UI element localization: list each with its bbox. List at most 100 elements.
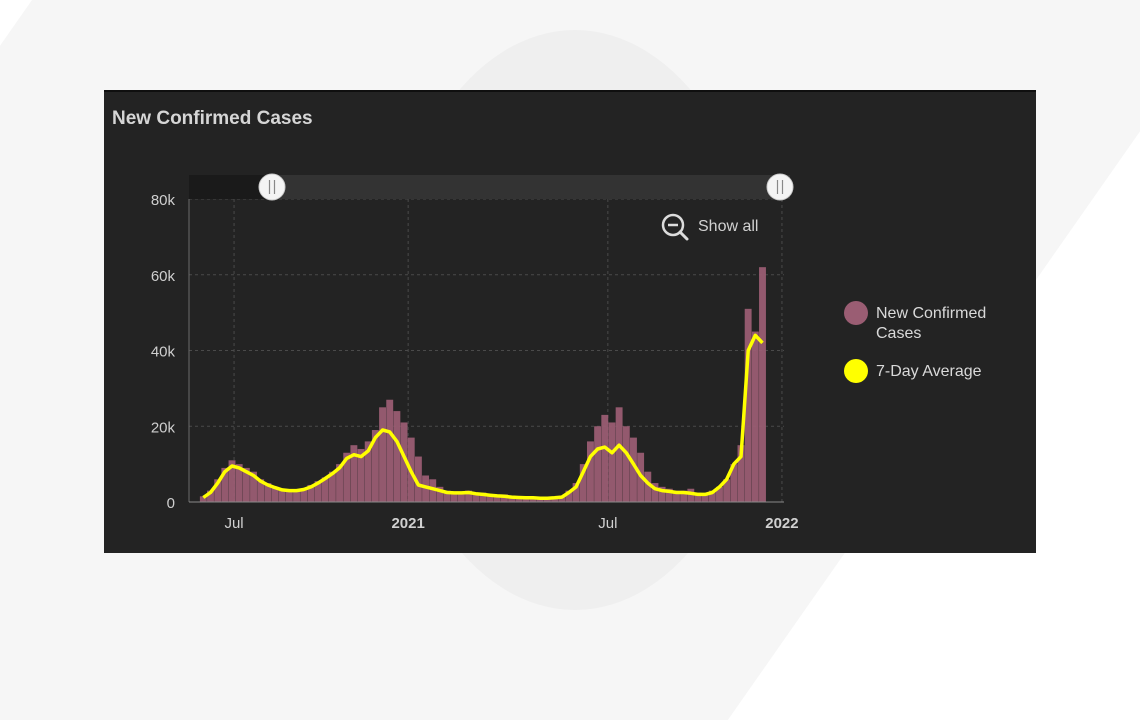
y-tick-label: 40k [151,344,176,361]
bar [257,479,265,502]
x-tick-label: Jul [598,515,617,532]
bar [716,486,723,502]
bar [436,486,444,502]
zoom-out-icon [661,213,689,241]
chart-title: New Confirmed Cases [112,108,313,129]
bar [486,494,494,502]
legend-item-new-cases[interactable]: New Confirmed Cases [844,301,1016,344]
bar [644,471,652,502]
bar [414,456,422,502]
bar [271,486,279,502]
legend-label-7day-average: 7-Day Average [876,363,982,380]
bar [680,490,688,502]
bar [529,497,537,502]
bar [443,490,451,502]
gridlines [189,198,784,503]
show-all-button[interactable]: Show all [660,212,758,242]
legend: New Confirmed Cases 7-Day Average [844,301,1016,401]
legend-label-new-cases: New Confirmed Cases [876,305,987,342]
scroller-handle [258,173,286,201]
scroller-outside [189,175,269,199]
scroller-handle [766,173,794,201]
bar [579,464,587,502]
bar [759,267,766,502]
bar [400,422,408,502]
y-tick-label: 0 [167,495,175,512]
bar [658,486,666,502]
bar [429,479,437,502]
bar [278,488,286,502]
bar [601,414,609,502]
bar [293,490,300,502]
bar [250,471,257,502]
bar [221,467,229,502]
bar [314,481,322,502]
bar [500,494,508,502]
bar [622,426,630,502]
y-tick-label: 20k [151,419,176,436]
bar [751,331,759,502]
bar [328,471,336,502]
bar [350,445,358,502]
bar [199,496,207,502]
bar [386,399,394,502]
bar [393,411,401,502]
bar [730,464,738,502]
bar [465,490,473,502]
bar [300,488,308,502]
bar [371,430,379,502]
legend-swatch-7day-average [844,359,868,383]
bar [422,475,430,502]
bar [457,492,465,502]
bar [450,492,458,502]
bar [307,484,315,502]
line-series [202,333,764,500]
bar [608,422,616,502]
bar [723,479,731,502]
bar [242,467,250,502]
bar [665,488,673,502]
bar [551,497,559,502]
bar-series [199,267,766,502]
bar [508,496,516,502]
bar [321,477,329,502]
bar [343,452,351,502]
axes: 0 20k 40k 60k 80k Jul 2021 Jul 2022 [151,192,799,532]
legend-item-7day-average[interactable]: 7-Day Average [844,359,1016,383]
bar [630,437,637,502]
x-tick-label: Jul [224,515,243,532]
bar [472,492,480,502]
show-all-label: Show all [698,218,759,235]
bar [651,483,659,502]
bar [357,448,365,502]
x-tick-label: 2022 [765,515,798,532]
bar [493,494,501,502]
bar [565,490,573,502]
bar [708,490,716,502]
bar [737,445,745,502]
legend-swatch-new-cases [844,301,868,325]
y-tick-label: 60k [151,268,176,285]
bar [207,490,214,502]
bar [615,407,623,502]
average-line [202,333,764,500]
bar [694,492,702,502]
chart-svg: 0 20k 40k 60k 80k Jul 2021 Jul 2022 [151,173,799,532]
bar [235,464,243,502]
bar [701,494,709,502]
range-scroller[interactable] [189,173,794,201]
bar [364,441,372,502]
bar [558,496,566,502]
chart-panel: New Confirmed Cases 0 20k 40k 60k 80k Jul 2021… [104,90,1036,553]
bar [214,479,222,502]
bar [379,407,387,502]
x-tick-label: 2021 [391,515,424,532]
bar [285,490,293,502]
bar [479,492,487,502]
bar [673,490,680,502]
bar [594,426,602,502]
bar [336,464,343,502]
scroller-track [189,175,790,199]
bar [687,488,695,502]
bar [264,483,272,502]
